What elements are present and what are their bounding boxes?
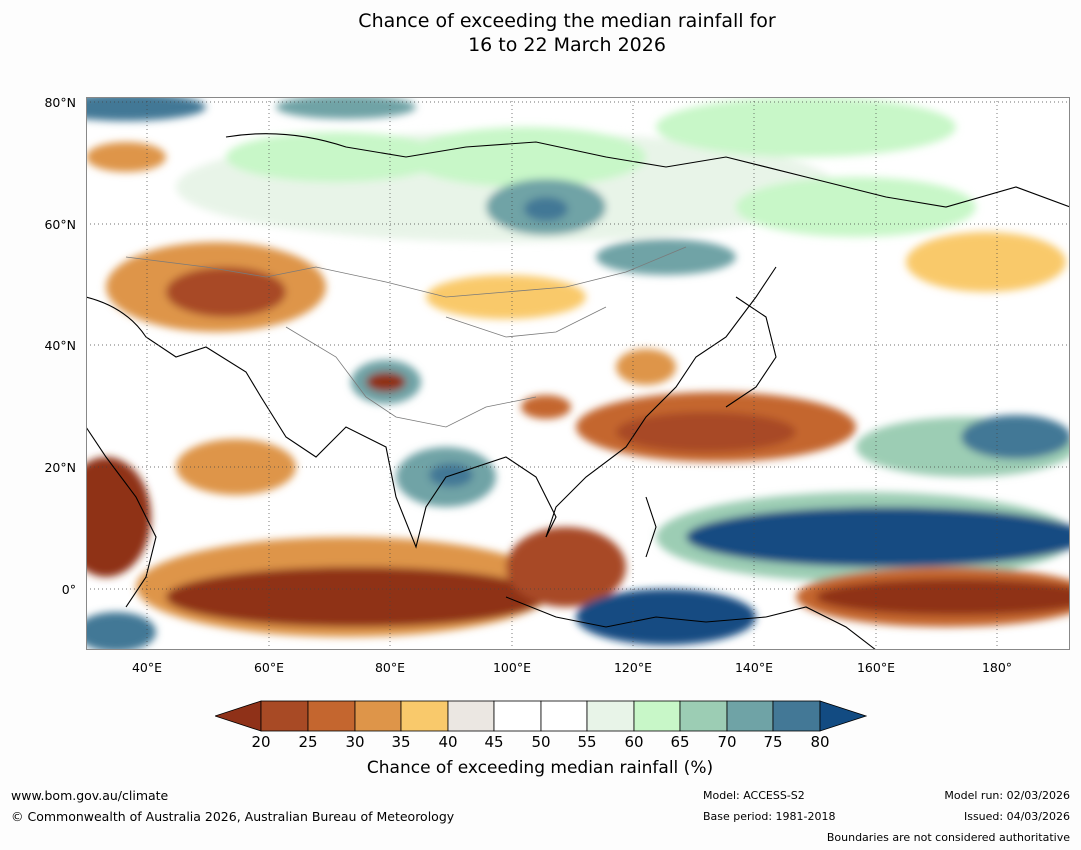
colorbar-tick-70: 70: [717, 733, 737, 751]
patch-amur-teal: [596, 239, 736, 275]
title-line-2: 16 to 22 March 2026: [468, 34, 666, 56]
colorbar-bin-40-45: [447, 700, 495, 732]
colorbar-bin-50-55: [540, 700, 588, 732]
lon-label-180: 180°: [981, 660, 1013, 675]
lat-label-60n: 60°N: [44, 217, 76, 232]
coastlines: [86, 133, 1070, 650]
model-run-date: Model run: 02/03/2026: [944, 789, 1070, 802]
model-name: Model: ACCESS-S2: [703, 789, 805, 802]
colorbar-bin-65-70: [679, 700, 728, 732]
colorbar-tick-50: 50: [531, 733, 551, 751]
patch-arabian-sea-orange: [176, 439, 296, 495]
country-borders: [125, 246, 687, 428]
patch-caspian-brown: [166, 267, 286, 317]
lon-label-40e: 40°E: [131, 660, 163, 675]
lat-label-40n: 40°N: [44, 338, 76, 353]
colorbar-tick-75: 75: [763, 733, 783, 751]
coastline-east-africa: [86, 426, 157, 608]
colorbar-tick-35: 35: [391, 733, 411, 751]
colorbar-bin-35-40: [400, 700, 449, 732]
patch-indonesia-deepblue: [576, 589, 756, 645]
colorbar-tick-60: 60: [624, 733, 644, 751]
colorbar-tick-40: 40: [438, 733, 458, 751]
colorbar-tick-55: 55: [577, 733, 597, 751]
colorbar-tick-45: 45: [484, 733, 504, 751]
patch-pacific-blue-north: [961, 415, 1070, 459]
lon-label-60e: 60°E: [253, 660, 285, 675]
colorbar-high-arrow: [819, 700, 867, 732]
colorbar-tick-25: 25: [298, 733, 318, 751]
colorbar-bin-75-80: [772, 700, 821, 732]
coastline-indonesia: [505, 596, 767, 628]
patch-east-siberia-green: [656, 97, 956, 157]
lon-label-160e: 160°E: [856, 660, 895, 675]
lat-label-80n: 80°N: [44, 95, 76, 110]
patch-siberia-blue: [524, 197, 568, 221]
title-line-1: Chance of exceeding the median rainfall …: [358, 10, 776, 32]
patch-urals-green: [226, 132, 446, 182]
graticule: [86, 97, 1070, 650]
patch-china-pacific-brown: [616, 412, 796, 452]
copyright-notice: © Commonwealth of Australia 2026, Austra…: [11, 809, 455, 824]
colorbar-bin-30-35: [354, 700, 402, 732]
patch-south-china-orange: [521, 395, 571, 419]
patch-okhotsk-green: [736, 177, 976, 237]
map-frame: [86, 97, 1070, 650]
colorbar-bin-20-25: [260, 700, 309, 732]
patch-indian-ocean-brown: [166, 567, 546, 627]
colorbar: [215, 700, 867, 732]
colorbar-tick-80: 80: [810, 733, 830, 751]
coastline-east-asia: [545, 266, 777, 538]
rainfall-map: [86, 97, 1070, 650]
coastline-japan: [725, 296, 777, 408]
coastline-arctic: [225, 133, 1070, 208]
patch-tibet-brown: [366, 372, 406, 392]
map-title: Chance of exceeding the median rainfall …: [0, 9, 1081, 57]
patch-japan-orange: [616, 349, 676, 385]
patch-arabia-brown: [86, 457, 151, 577]
colorbar-bin-55-60: [586, 700, 635, 732]
patch-siberia-green: [406, 127, 646, 187]
lon-label-80e: 80°E: [374, 660, 406, 675]
border-russia-south: [125, 246, 687, 298]
patch-arctic-teal: [276, 97, 416, 119]
map-canvas: [86, 97, 1070, 650]
coastline-new-guinea: [765, 606, 877, 650]
colorbar-bin-45-50: [493, 700, 542, 732]
lon-label-140e: 140°E: [734, 660, 773, 675]
colorbar-tick-65: 65: [670, 733, 690, 751]
colorbar-bin-25-30: [307, 700, 356, 732]
patch-madagascar-blue: [86, 612, 156, 650]
patch-equatorial-deepblue: [686, 507, 1070, 567]
colorbar-tick-30: 30: [345, 733, 365, 751]
boundaries-disclaimer: Boundaries are not considered authoritat…: [826, 831, 1070, 844]
base-period: Base period: 1981-2018: [703, 810, 836, 823]
colorbar-low-arrow: [215, 700, 262, 732]
border-mongolia: [445, 306, 607, 338]
lon-label-120e: 120°E: [613, 660, 652, 675]
colorbar-bin-70-75: [726, 700, 774, 732]
website-link[interactable]: www.bom.gov.au/climate: [11, 788, 169, 803]
lat-label-20n: 20°N: [44, 460, 76, 475]
patch-arctic-blue: [86, 97, 206, 121]
border-himalaya: [285, 326, 537, 428]
lon-label-100e: 100°E: [492, 660, 531, 675]
coastline-south-asia: [86, 296, 557, 549]
patch-mongolia-yellow: [426, 275, 586, 319]
issued-date: Issued: 04/03/2026: [963, 810, 1070, 823]
colorbar-tick-20: 20: [251, 733, 271, 751]
patch-south-pacific-brown: [816, 579, 1070, 615]
patch-scandinavia-orange: [86, 142, 166, 172]
patch-pacific-yellow: [906, 232, 1066, 292]
colorbar-label: Chance of exceeding median rainfall (%): [366, 758, 714, 778]
lat-label-0: 0°: [61, 582, 76, 597]
patch-sumatra-brown: [506, 527, 626, 607]
colorbar-bin-60-65: [633, 700, 681, 732]
coastline-philippines: [645, 496, 657, 558]
probability-field: [86, 97, 1070, 650]
